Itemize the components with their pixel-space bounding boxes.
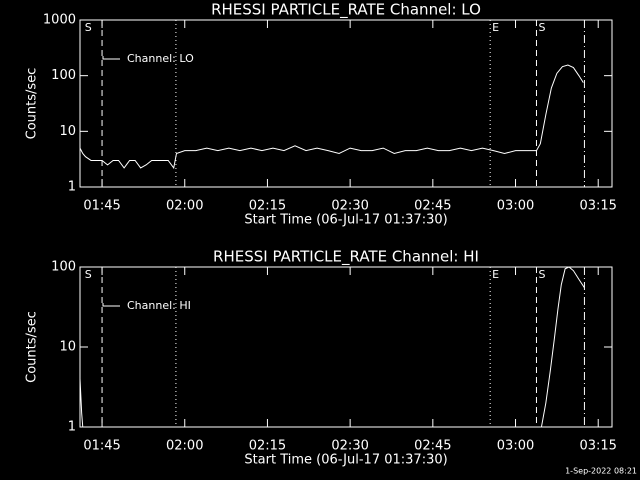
x-tick-label: 01:45 [83,439,120,454]
event-label: S [538,21,545,34]
x-tick-label: 03:00 [497,199,534,214]
x-axis-label: Start Time (06-Jul-17 01:37:30) [244,453,447,468]
x-tick-label: 02:00 [166,439,203,454]
y-tick-label: 1000 [43,13,76,28]
x-tick-label: 02:30 [331,439,368,454]
y-tick-label: 10 [59,124,76,139]
event-label: S [538,268,545,281]
x-tick-label: 02:15 [249,199,286,214]
event-label: S [85,21,92,34]
y-tick-label: 1 [68,180,76,195]
footer: 1-Sep-2022 08:21 [565,467,637,476]
y-tick-label: 10 [59,340,76,355]
y-tick-label: 100 [51,260,76,275]
legend-label: Channel: LO [127,52,194,65]
event-label: E [492,268,499,281]
chart-title: RHESSI PARTICLE_RATE Channel: LO [211,1,481,20]
x-tick-label: 01:45 [83,199,120,214]
y-tick-label: 100 [51,68,76,83]
x-axis-label: Start Time (06-Jul-17 01:37:30) [244,213,447,228]
data-line [79,64,584,170]
legend-symbol [102,303,120,307]
x-tick-label: 02:30 [331,199,368,214]
legend-symbol [102,56,120,60]
y-axis-label: Counts/sec [25,311,40,383]
x-tick-label: 03:15 [579,199,616,214]
data-line [79,266,585,428]
x-tick-label: 02:00 [166,199,203,214]
event-label: S [85,268,92,281]
y-tick-label: 1 [68,420,76,435]
x-tick-label: 02:45 [414,439,451,454]
plot-frame [79,266,613,428]
event-label: E [492,21,499,34]
x-tick-label: 03:00 [497,439,534,454]
x-tick-label: 02:15 [249,439,286,454]
plot-frame [79,19,613,188]
y-axis-label: Counts/sec [25,68,40,140]
legend-label: Channel: HI [127,299,191,312]
x-tick-label: 02:45 [414,199,451,214]
chart-title: RHESSI PARTICLE_RATE Channel: HI [213,248,479,267]
x-tick-label: 03:15 [579,439,616,454]
